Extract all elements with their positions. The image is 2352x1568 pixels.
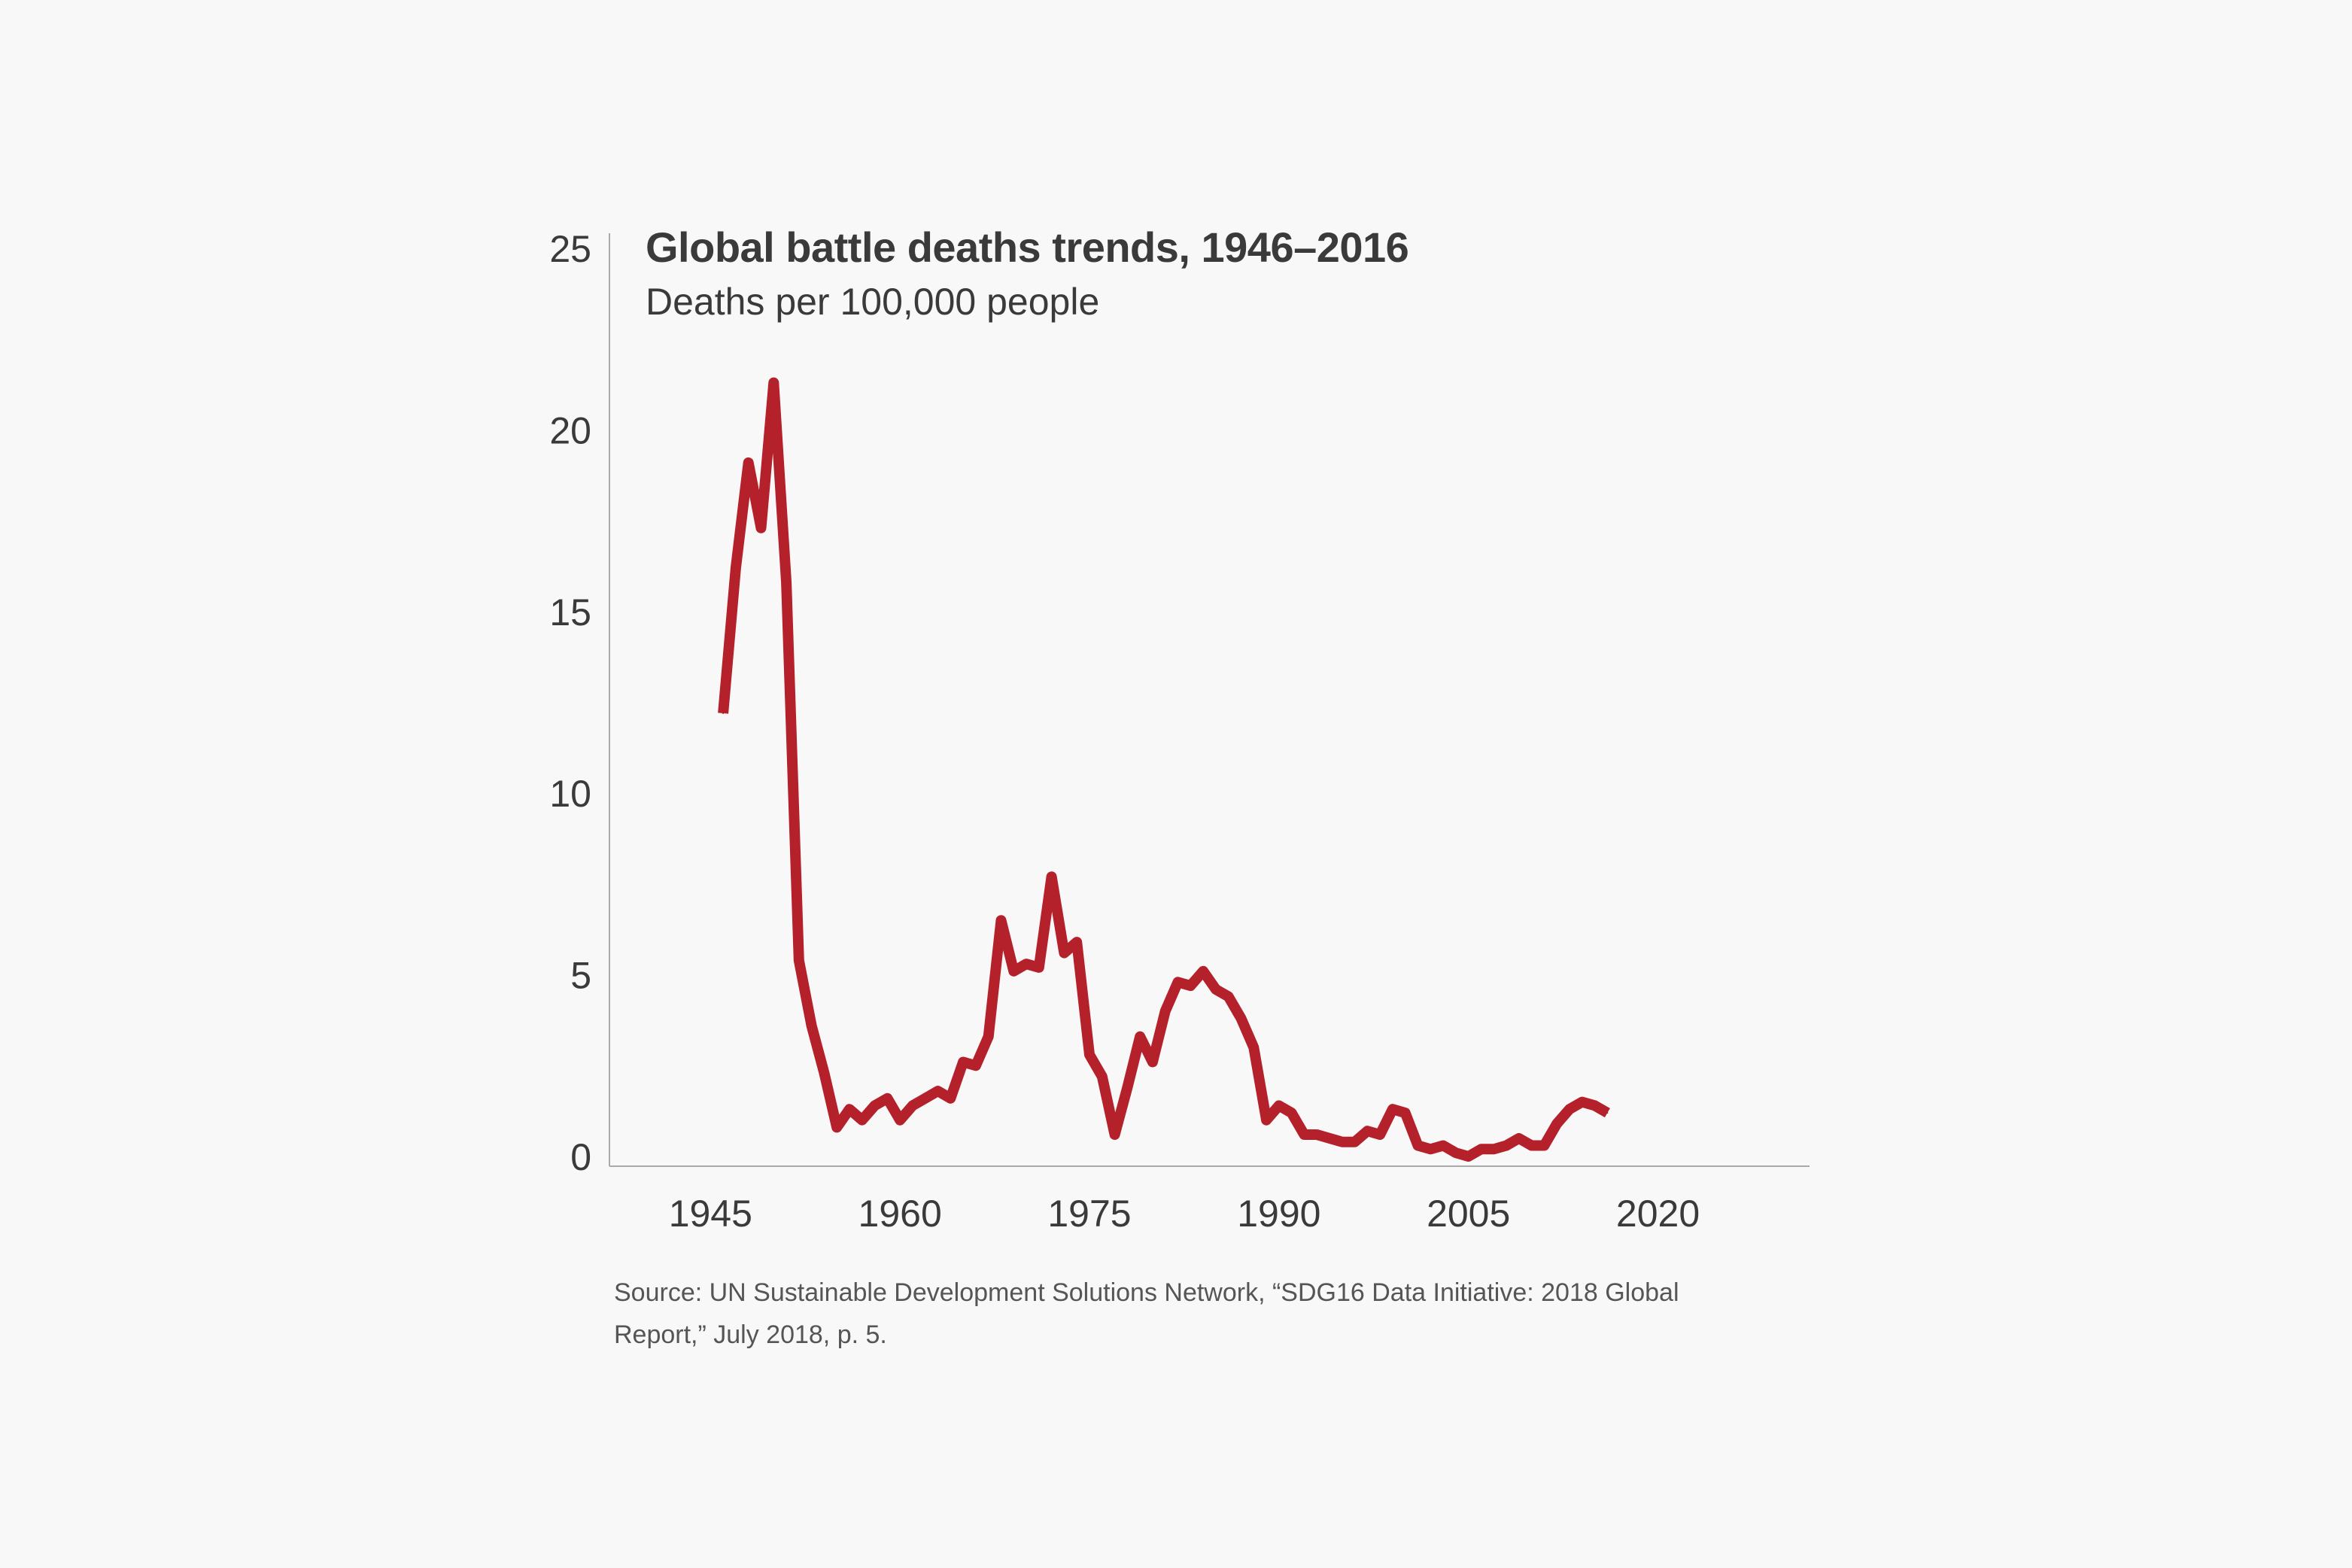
data-point bbox=[1000, 919, 1002, 922]
x-tick-label: 1960 bbox=[858, 1193, 942, 1235]
data-point bbox=[1266, 1119, 1268, 1121]
data-point bbox=[1076, 941, 1078, 944]
data-point bbox=[1506, 1144, 1508, 1147]
data-point bbox=[1126, 1086, 1129, 1089]
data-point bbox=[1454, 1152, 1457, 1154]
data-point bbox=[962, 1061, 965, 1063]
data-point bbox=[734, 567, 737, 569]
x-tick-label: 1975 bbox=[1047, 1193, 1131, 1235]
data-point bbox=[1530, 1144, 1533, 1147]
data-points bbox=[722, 381, 1609, 1157]
data-point bbox=[1316, 1134, 1318, 1135]
source-line-2: Report,” July 2018, p. 5. bbox=[614, 1320, 887, 1349]
data-point bbox=[1190, 985, 1192, 987]
data-point bbox=[1366, 1130, 1369, 1132]
data-point bbox=[861, 1119, 863, 1121]
data-point bbox=[1442, 1144, 1445, 1147]
y-tick-label: 5 bbox=[570, 955, 591, 997]
data-point bbox=[1101, 1075, 1103, 1077]
data-point bbox=[1417, 1144, 1419, 1147]
y-tick-label: 25 bbox=[549, 228, 591, 270]
series-line-battle-deaths bbox=[718, 377, 1610, 1162]
data-point bbox=[1354, 1141, 1356, 1143]
source-note: Source: UN Sustainable Development Solut… bbox=[614, 1272, 1818, 1356]
data-point bbox=[1543, 1144, 1545, 1147]
data-point bbox=[1139, 1035, 1141, 1038]
data-point bbox=[874, 1105, 876, 1107]
y-tick-label: 10 bbox=[549, 773, 591, 815]
data-point bbox=[1581, 1101, 1583, 1103]
y-axis-ticks: 0 5 10 15 20 25 bbox=[549, 228, 591, 1178]
data-point bbox=[911, 1105, 913, 1107]
data-point bbox=[899, 1119, 901, 1121]
source-line-1: Source: UN Sustainable Development Solut… bbox=[614, 1278, 1679, 1307]
data-point bbox=[1290, 1112, 1293, 1114]
data-point bbox=[1013, 970, 1015, 972]
data-point bbox=[1214, 988, 1217, 990]
data-point bbox=[987, 1035, 989, 1038]
data-point bbox=[773, 381, 775, 384]
data-point bbox=[1114, 1134, 1116, 1135]
data-point bbox=[1391, 1108, 1393, 1111]
data-point bbox=[950, 1097, 952, 1099]
data-point bbox=[1594, 1105, 1596, 1107]
data-point bbox=[1038, 966, 1040, 968]
data-point bbox=[1606, 1112, 1609, 1114]
data-point bbox=[1253, 1047, 1255, 1049]
data-point bbox=[747, 461, 749, 463]
data-point bbox=[1089, 1053, 1090, 1056]
data-point bbox=[786, 582, 788, 584]
data-point bbox=[1329, 1137, 1330, 1139]
data-point bbox=[1569, 1108, 1570, 1111]
data-point bbox=[722, 713, 725, 714]
data-point bbox=[1177, 981, 1179, 983]
data-point bbox=[1202, 970, 1205, 972]
data-point bbox=[974, 1065, 977, 1067]
x-tick-label: 1945 bbox=[669, 1193, 752, 1235]
data-point bbox=[823, 1072, 825, 1074]
data-point bbox=[1164, 1010, 1166, 1012]
data-point bbox=[1240, 1017, 1242, 1020]
chart-subtitle: Deaths per 100,000 people bbox=[646, 281, 1100, 323]
data-point bbox=[760, 527, 762, 529]
data-point bbox=[1151, 1061, 1153, 1063]
data-point bbox=[798, 959, 800, 962]
data-point bbox=[810, 1025, 813, 1027]
x-tick-label: 2020 bbox=[1616, 1193, 1700, 1235]
data-point bbox=[1303, 1134, 1305, 1135]
data-point bbox=[937, 1090, 939, 1092]
data-point bbox=[1050, 876, 1053, 878]
data-point bbox=[1518, 1137, 1520, 1139]
y-tick-label: 15 bbox=[549, 591, 591, 634]
chart-title: Global battle deaths trends, 1946–2016 bbox=[646, 223, 1409, 271]
data-point bbox=[1404, 1112, 1406, 1114]
y-tick-label: 20 bbox=[549, 409, 591, 451]
data-point bbox=[1278, 1105, 1280, 1107]
data-point bbox=[1063, 952, 1065, 954]
data-point bbox=[1467, 1156, 1469, 1157]
data-point bbox=[886, 1097, 889, 1099]
data-point bbox=[924, 1097, 926, 1099]
x-axis-ticks: 1945 1960 1975 1990 2005 2020 bbox=[669, 1193, 1700, 1235]
data-point bbox=[1379, 1134, 1381, 1135]
data-point bbox=[1493, 1148, 1495, 1150]
data-point bbox=[1480, 1148, 1482, 1150]
data-point bbox=[836, 1126, 838, 1129]
data-point bbox=[1556, 1123, 1558, 1125]
x-tick-label: 1990 bbox=[1237, 1193, 1320, 1235]
data-point bbox=[1026, 963, 1028, 965]
data-point bbox=[1341, 1141, 1343, 1143]
y-tick-label: 0 bbox=[570, 1136, 591, 1178]
data-point bbox=[849, 1108, 850, 1111]
data-point bbox=[1227, 995, 1229, 998]
x-tick-label: 2005 bbox=[1427, 1193, 1510, 1235]
data-point bbox=[1430, 1148, 1432, 1150]
